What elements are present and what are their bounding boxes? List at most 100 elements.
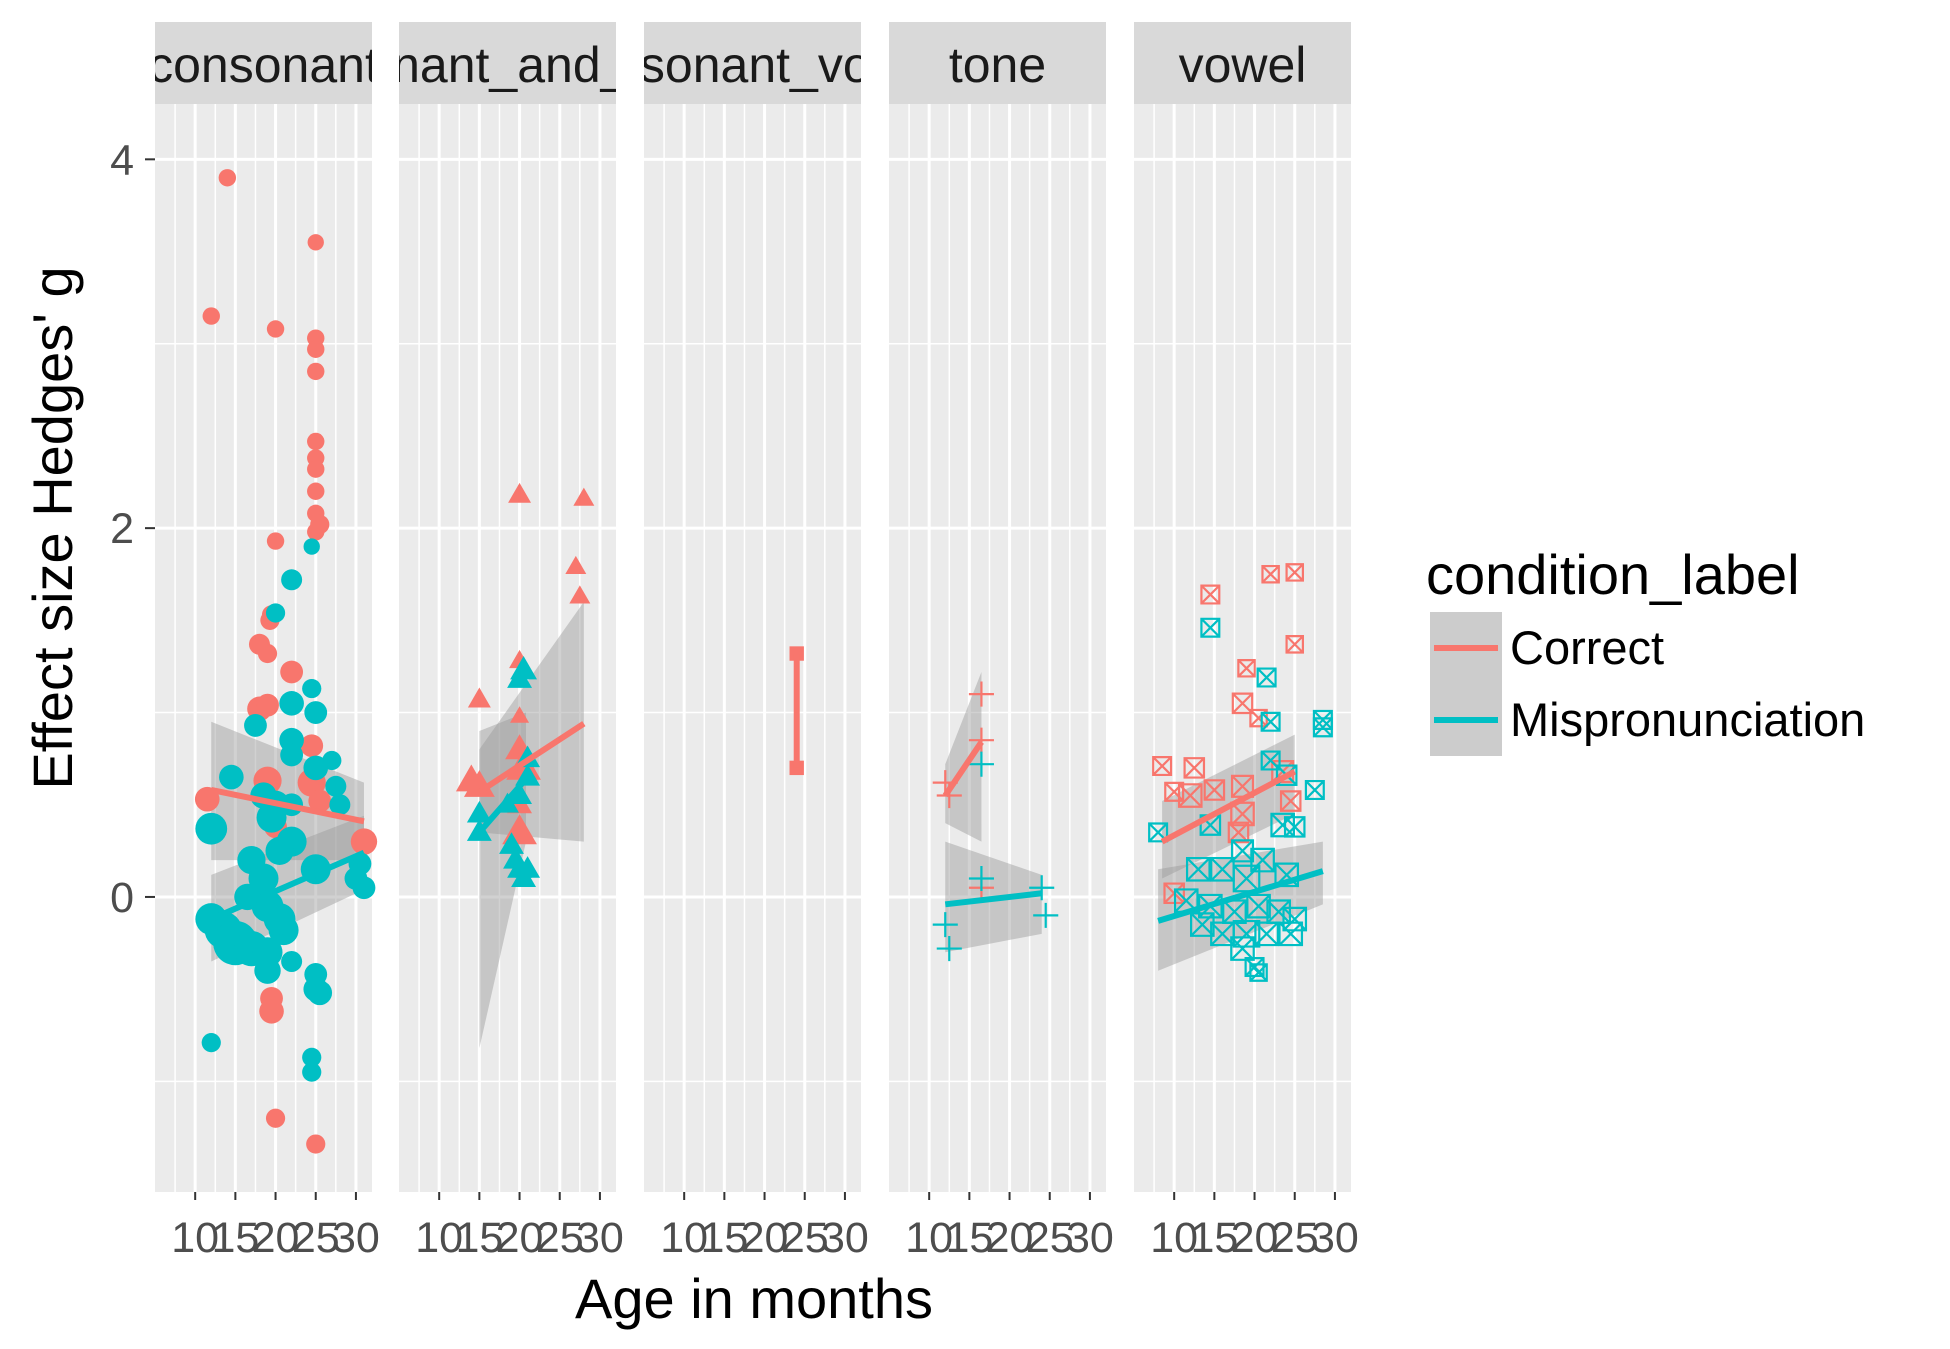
data-point-correct: [510, 706, 530, 723]
data-point-correct: [266, 532, 285, 550]
x-tick-label: 25: [1026, 1214, 1074, 1262]
y-axis-title: Effect size Hedges' g: [21, 266, 84, 789]
data-point-mispronunciation: [248, 863, 279, 894]
x-tick-label: 15: [455, 1214, 503, 1262]
x-tick-label: 20: [741, 1214, 789, 1262]
x-tick-label: 20: [1231, 1214, 1279, 1262]
facet-strip-label: consonant: [148, 37, 379, 93]
facet-consonant-and-vowel: consonant_and_vowel: [399, 22, 616, 1192]
data-point-mispronunciation: [302, 678, 322, 699]
data-point-correct: [218, 169, 237, 187]
legend-label-mispronunciation: Mispronunciation: [1510, 693, 1865, 746]
data-point-mispronunciation: [936, 936, 962, 962]
data-point-correct: [257, 643, 278, 664]
trend-line-mispronunciation: [1157, 868, 1324, 924]
facet-strip: [155, 22, 372, 104]
data-point-correct: [1285, 563, 1304, 582]
confidence-band-correct: [211, 721, 364, 861]
x-tick-label: 25: [292, 1214, 340, 1262]
facet-panels: consonantconsonant_and_vowelconsonant_vo…: [148, 22, 1351, 1192]
data-point-mispronunciation: [304, 701, 328, 724]
data-point-mispronunciation: [307, 980, 333, 1006]
panel-grid: [644, 104, 861, 1192]
x-tick-label: 25: [781, 1214, 829, 1262]
data-point-mispronunciation: [466, 800, 492, 823]
data-point-mispronunciation: [1222, 899, 1247, 925]
data-point-mispronunciation: [1230, 839, 1255, 863]
data-point-correct: [1200, 584, 1221, 605]
x-tick-label: 30: [332, 1214, 380, 1262]
data-point-mispronunciation: [968, 865, 994, 892]
panel-background: [644, 104, 861, 1192]
trend-line-mispronunciation: [210, 849, 366, 922]
data-point-mispronunciation: [280, 743, 304, 767]
data-point-correct: [307, 234, 324, 251]
x-axis-title: Age in months: [575, 1267, 933, 1330]
data-point-correct: [307, 340, 325, 358]
data-point-mispronunciation: [1250, 847, 1275, 873]
data-point-mispronunciation: [201, 1033, 221, 1053]
data-point-mispronunciation: [254, 957, 281, 984]
data-point-mispronunciation: [1256, 667, 1277, 688]
panel-grid: [889, 104, 1106, 1192]
x-tick-label: 20: [496, 1214, 544, 1262]
facet-strip-label: tone: [949, 37, 1046, 93]
data-point-correct: [789, 760, 804, 776]
data-point-mispronunciation: [302, 1062, 322, 1082]
x-tick-label: 25: [536, 1214, 584, 1262]
data-point-mispronunciation: [1189, 912, 1215, 937]
data-point-correct: [1285, 635, 1304, 654]
data-point-correct: [565, 555, 587, 575]
panel-grid: [1134, 104, 1351, 1192]
data-point-mispronunciation: [499, 832, 524, 854]
data-point-correct: [259, 998, 284, 1024]
data-point-correct: [300, 734, 324, 758]
data-point-mispronunciation: [329, 794, 351, 816]
data-point-mispronunciation: [1246, 893, 1271, 919]
facet-strip: [644, 22, 861, 104]
data-point-mispronunciation: [303, 538, 320, 555]
facet-strip: [1134, 22, 1351, 104]
x-tick-label: 20: [986, 1214, 1034, 1262]
data-point-mispronunciation: [195, 812, 228, 845]
x-tick-label: 15: [700, 1214, 748, 1262]
data-point-correct: [1177, 783, 1203, 808]
trend-line-mispronunciation: [477, 776, 529, 835]
x-tick-label: 10: [415, 1214, 463, 1262]
facet-consonant: consonant: [148, 22, 379, 1192]
x-tick-label: 15: [211, 1214, 259, 1262]
data-point-mispronunciation: [1278, 921, 1304, 947]
x-tick-label: 15: [945, 1214, 993, 1262]
data-point-mispronunciation: [263, 903, 296, 935]
data-point-correct: [1203, 779, 1226, 801]
data-point-mispronunciation: [511, 865, 537, 888]
data-point-mispronunciation: [507, 666, 533, 688]
y-tick-label: 2: [110, 505, 134, 553]
data-point-mispronunciation: [1260, 711, 1281, 732]
data-point-mispronunciation: [1200, 617, 1221, 638]
y-tick-label: 0: [110, 874, 134, 922]
data-point-mispronunciation: [1283, 816, 1306, 838]
data-point-correct: [1279, 790, 1302, 812]
trend-line-correct: [942, 740, 984, 798]
data-point-mispronunciation: [1312, 717, 1333, 738]
x-tick-label: 30: [821, 1214, 869, 1262]
data-point-correct: [569, 585, 591, 604]
data-point-correct: [1152, 755, 1173, 777]
x-tick-label: 30: [576, 1214, 624, 1262]
legend-label-correct: Correct: [1510, 621, 1664, 674]
data-point-mispronunciation: [1230, 936, 1255, 961]
panel-grid: [399, 104, 616, 1192]
data-point-mispronunciation: [265, 603, 286, 623]
x-tick-label: 20: [252, 1214, 300, 1262]
data-point-mispronunciation: [1033, 902, 1059, 928]
data-point-correct: [968, 681, 994, 707]
legend: condition_label Correct Mispronunciation: [1426, 543, 1865, 756]
data-point-correct: [1183, 757, 1206, 779]
data-point-mispronunciation: [281, 950, 303, 972]
data-point-correct: [308, 789, 332, 813]
data-point-correct: [202, 307, 220, 325]
